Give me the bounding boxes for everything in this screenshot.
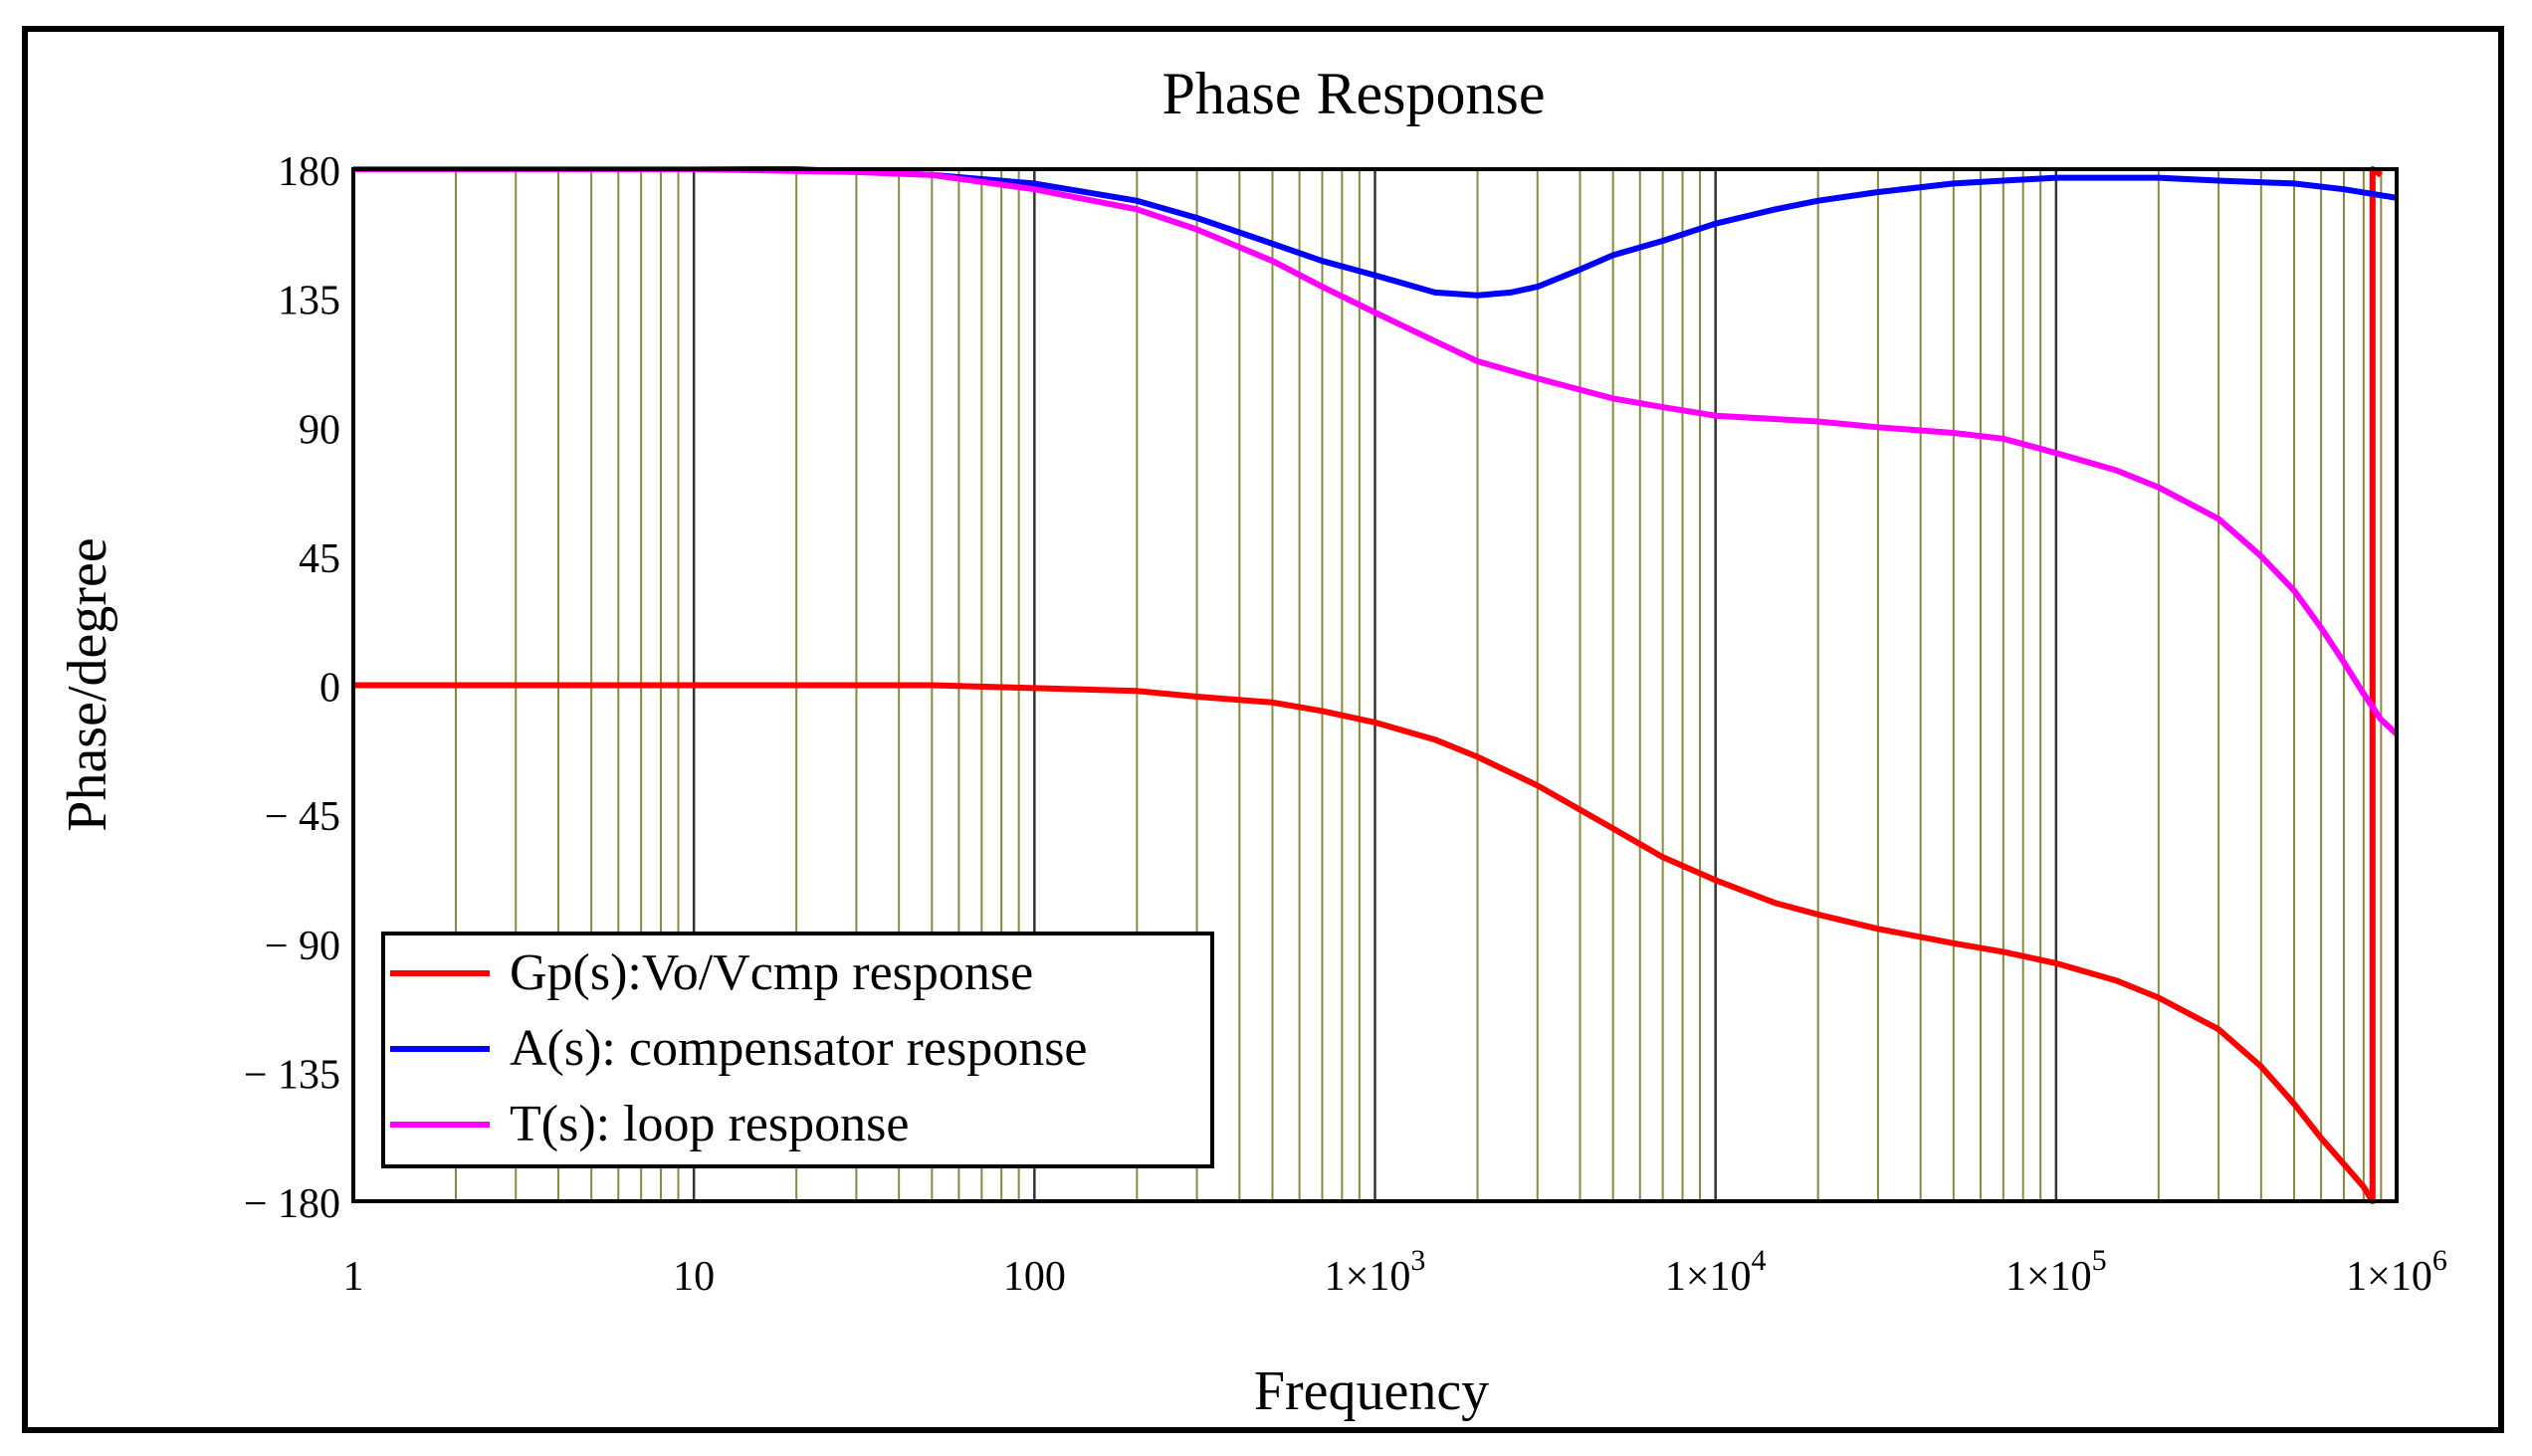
legend-box: [381, 932, 1214, 1168]
chart-frame: [22, 26, 2504, 1433]
series-line-2: [353, 166, 2398, 299]
y-axis-label: Phase/degree: [57, 537, 118, 831]
y-tick-label: − 45: [265, 794, 340, 840]
x-tick-label: 1×106: [2346, 1244, 2447, 1300]
y-tick-label: − 135: [244, 1052, 340, 1098]
y-tick-label: − 180: [244, 1181, 340, 1227]
chart-title: Phase Response: [1162, 61, 1546, 126]
plot-area-border: [351, 167, 2399, 1203]
legend-label: T(s): loop response: [510, 1096, 909, 1152]
x-tick-label: 10: [673, 1254, 715, 1300]
x-tick-label: 1×104: [1665, 1244, 1767, 1300]
y-tick-label: 135: [278, 279, 340, 324]
legend: Gp(s):Vo/Vcmp response A(s): compensator …: [381, 932, 1214, 1168]
y-tick-label: 180: [278, 149, 340, 195]
x-tick-label: 100: [1003, 1254, 1066, 1300]
series-line-1: [353, 166, 2383, 1204]
x-tick-label: 1×105: [2005, 1244, 2107, 1300]
y-tick-label: − 90: [265, 924, 340, 969]
y-tick-label: 90: [299, 407, 340, 453]
series-layer: [353, 166, 2400, 1204]
legend-label: Gp(s):Vo/Vcmp response: [510, 944, 1033, 1001]
y-tick-label: 45: [299, 536, 340, 582]
x-tick-label: 1×103: [1325, 1244, 1426, 1300]
x-axis-label: Frequency: [1254, 1360, 1489, 1422]
series-line-3: [353, 166, 2400, 736]
y-tick-label: 0: [319, 666, 340, 712]
x-tick-label: 1: [343, 1254, 364, 1300]
legend-label: A(s): compensator response: [510, 1020, 1088, 1077]
